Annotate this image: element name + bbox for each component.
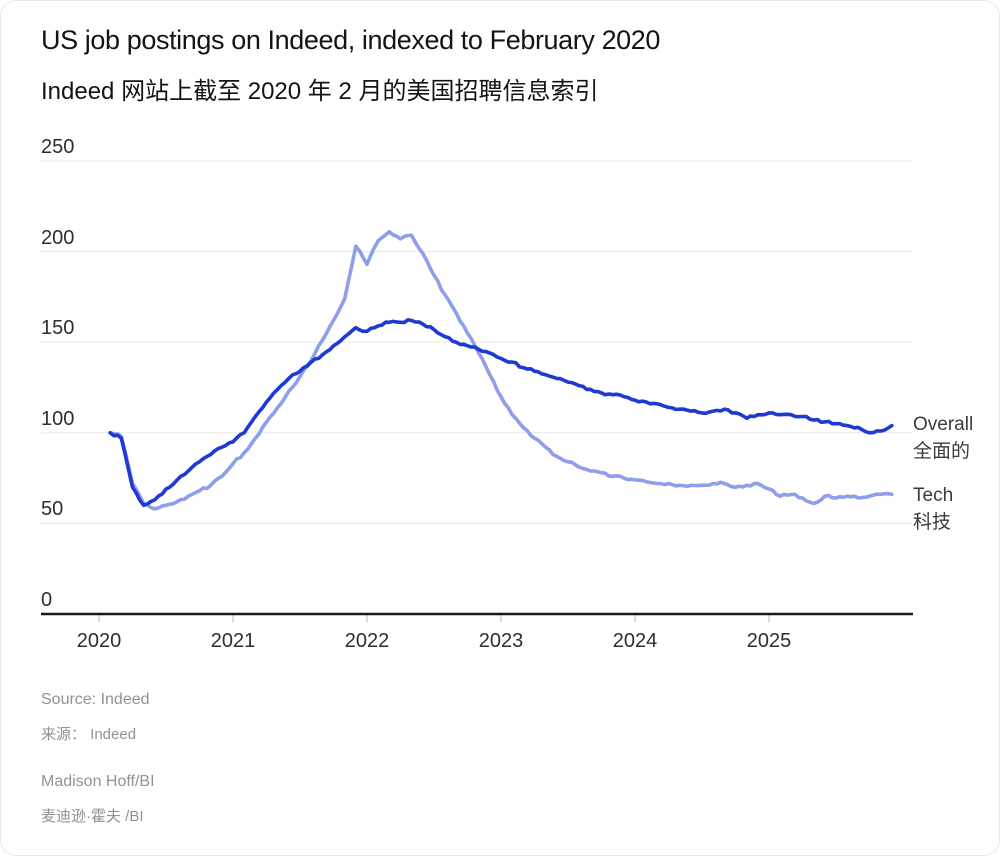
legend-tech: Tech 科技 <box>913 482 953 536</box>
y-tick-label-250: 250 <box>41 136 75 158</box>
source-line: Source: Indeed <box>41 691 150 708</box>
y-tick-label-0: 0 <box>41 589 53 611</box>
series-line-overall <box>108 318 894 508</box>
y-tick-label-100: 100 <box>41 407 75 430</box>
y-tick-label-150: 150 <box>41 317 75 340</box>
x-tick-label-2023: 2023 <box>478 630 524 652</box>
legend-overall: Overall 全面的 <box>913 411 973 465</box>
x-tick-label-2025: 2025 <box>746 630 792 652</box>
x-tick-label-2022: 2022 <box>344 630 390 652</box>
legend-tech-label: Tech <box>913 485 954 506</box>
legend-overall-label: Overall <box>913 414 974 435</box>
byline: Madison Hoff/BI <box>41 773 155 790</box>
y-tick-label-50: 50 <box>41 498 64 521</box>
x-tick-label-2020: 2020 <box>76 630 122 652</box>
source-line-zh: 来源： Indeed <box>41 726 137 743</box>
page-title-zh: Indeed 网站上截至 2020 年 2 月的美国招聘信息索引 <box>41 78 599 105</box>
legend-tech-label-zh: 科技 <box>913 512 952 533</box>
page-title: US job postings on Indeed, indexed to Fe… <box>41 25 661 55</box>
y-tick-label-200: 200 <box>41 226 75 249</box>
series-line-tech <box>108 229 894 511</box>
x-tick-label-2021: 2021 <box>210 630 256 652</box>
legend-overall-label-zh: 全面的 <box>913 441 971 462</box>
byline-zh: 麦迪逊·霍夫 /BI <box>41 808 144 825</box>
x-tick-label-2024: 2024 <box>612 630 658 652</box>
